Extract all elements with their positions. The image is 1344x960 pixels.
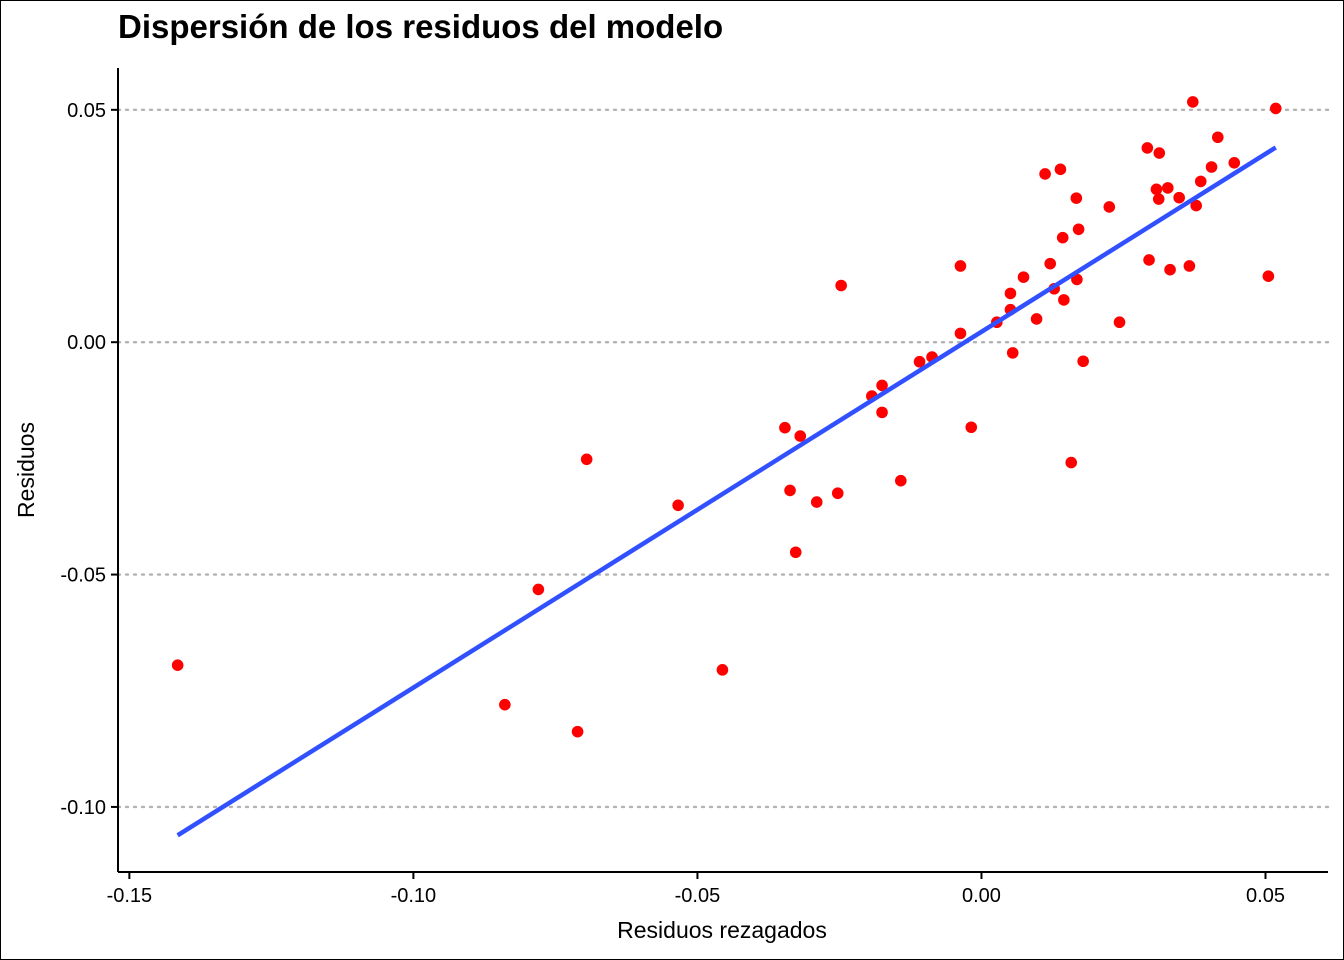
data-point <box>1017 271 1030 283</box>
data-point <box>1162 182 1174 194</box>
x-axis-ticks: -0.15 -0.10 -0.05 0.00 0.05 <box>107 872 1285 907</box>
data-point <box>171 659 184 671</box>
data-point <box>1194 175 1207 188</box>
data-point <box>1153 147 1166 159</box>
data-point <box>1113 316 1126 329</box>
data-point <box>1152 193 1165 205</box>
data-point <box>1141 142 1154 154</box>
y-tick-label: 0.05 <box>67 100 106 122</box>
x-tick-label: -0.05 <box>675 885 721 907</box>
chart-title: Dispersión de los residuos del modelo <box>118 8 724 45</box>
data-point <box>810 496 823 508</box>
data-point <box>876 406 888 419</box>
data-point <box>1164 263 1176 276</box>
data-point <box>1077 355 1089 368</box>
data-point <box>784 484 796 497</box>
y-axis-ticks: -0.10 -0.05 0.00 0.05 <box>60 100 118 819</box>
y-tick-label: -0.10 <box>60 797 106 819</box>
data-point <box>1070 192 1083 204</box>
data-point <box>1173 191 1185 204</box>
regression-line <box>176 145 1277 838</box>
data-point <box>1211 131 1224 144</box>
data-point <box>1228 157 1241 169</box>
data-point <box>1183 260 1196 272</box>
data-point <box>1205 161 1218 173</box>
x-tick-label: 0.05 <box>1246 885 1285 907</box>
data-point <box>954 260 967 272</box>
data-point <box>1150 183 1163 196</box>
data-point <box>672 499 684 512</box>
data-point <box>835 279 847 292</box>
data-point <box>1103 201 1116 213</box>
data-point <box>1269 102 1282 115</box>
data-point <box>580 453 593 466</box>
data-point <box>1044 257 1057 270</box>
data-point <box>532 583 545 596</box>
data-point <box>831 487 844 500</box>
data-points <box>171 96 1282 738</box>
gridlines <box>116 108 1330 809</box>
data-point <box>779 421 791 434</box>
data-point <box>1058 294 1070 306</box>
data-point <box>1054 163 1067 176</box>
data-point <box>1006 347 1019 359</box>
data-point <box>1030 313 1043 325</box>
data-point <box>499 698 511 711</box>
data-point <box>789 546 802 559</box>
x-tick-label: -0.15 <box>107 885 153 907</box>
x-axis-title: Residuos rezagados <box>617 917 827 943</box>
axes <box>117 68 1328 873</box>
data-point <box>1004 287 1017 300</box>
data-point <box>1065 456 1078 469</box>
y-axis-title: Residuos <box>13 422 39 518</box>
data-point <box>1186 96 1199 108</box>
data-point <box>876 379 888 392</box>
data-point <box>716 664 729 676</box>
data-point <box>1056 231 1069 244</box>
data-point <box>954 327 967 340</box>
data-point <box>1190 199 1203 212</box>
data-point <box>965 421 978 434</box>
data-point <box>794 430 807 442</box>
y-tick-label: 0.00 <box>67 332 106 354</box>
data-point <box>1262 270 1275 283</box>
x-tick-label: -0.10 <box>391 885 437 907</box>
data-point <box>913 355 926 368</box>
data-point <box>1143 254 1155 266</box>
data-point <box>895 474 907 487</box>
regression-line-group <box>176 145 1277 838</box>
data-point <box>1039 168 1051 180</box>
y-tick-label: -0.05 <box>60 565 106 587</box>
x-tick-label: 0.00 <box>962 885 1001 907</box>
data-point <box>1071 273 1083 286</box>
data-point <box>571 725 584 738</box>
data-point <box>1072 223 1085 236</box>
